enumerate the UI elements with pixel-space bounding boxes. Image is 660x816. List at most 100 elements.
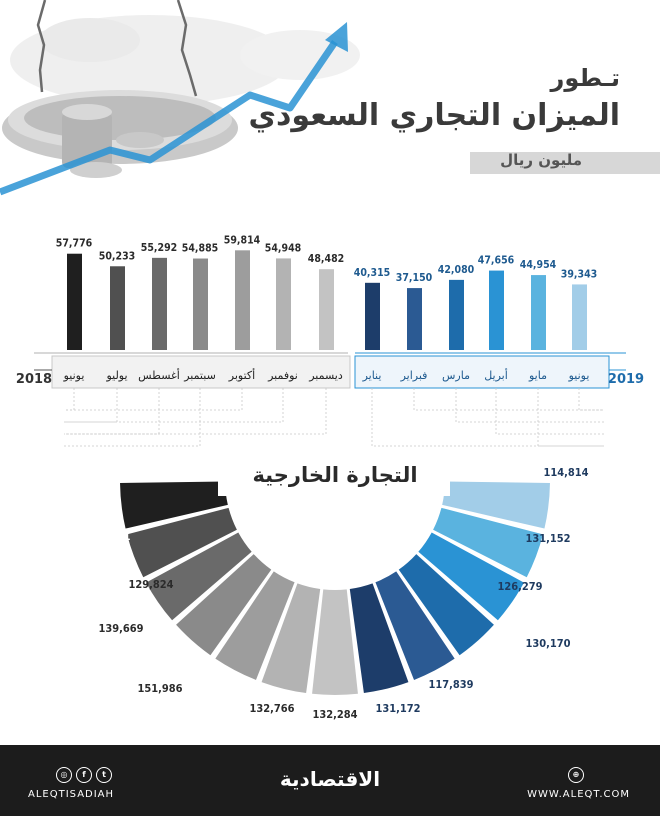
- unit-label: مليون ريال: [500, 151, 582, 169]
- foreign-trade-segment: [375, 571, 455, 680]
- month-label: مايو: [528, 369, 547, 382]
- foreign-trade-segment: [176, 554, 272, 656]
- bar-value-label: 54,948: [265, 242, 301, 254]
- month-label: فبراير: [400, 369, 428, 382]
- trade-balance-chart: 2018 2019 57,776 يونيو 50,233 يوليو 55,292 أغسط…: [16, 234, 644, 721]
- bar-value-label: 55,292: [141, 242, 177, 254]
- connector-line: [371, 388, 604, 447]
- foreign-trade-label: 130,170: [525, 637, 570, 650]
- connector-line: [64, 388, 118, 423]
- bar-value-label: 50,233: [99, 250, 135, 262]
- website-icon: ⊕: [568, 767, 584, 783]
- year-label-2019: 2019: [608, 372, 644, 387]
- month-label: مارس: [442, 369, 470, 382]
- bar-value-label: 37,150: [396, 272, 433, 284]
- bar-value-label: 47,656: [478, 255, 515, 267]
- twitter-icon[interactable]: t: [96, 767, 112, 783]
- connector-line: [64, 388, 75, 411]
- bar-2018-1: [110, 266, 125, 350]
- bar-2018-2: [152, 257, 167, 350]
- bar-2019-9: [449, 279, 464, 350]
- foreign-trade-label: 129,824: [128, 578, 173, 591]
- facebook-icon[interactable]: f: [76, 767, 92, 783]
- foreign-trade-segment: [433, 507, 544, 578]
- foreign-trade-label: 132,766: [249, 702, 294, 715]
- foreign-trade-label: 131,152: [525, 532, 570, 545]
- footer: ◎ f t ALEQTISADIAH الاقتصادية ⊕ WWW.ALEQ…: [0, 745, 660, 816]
- month-label: أكتوبر: [228, 368, 255, 382]
- footer-logo[interactable]: الاقتصادية: [279, 767, 381, 791]
- connector-line: [64, 388, 160, 435]
- foreign-trade-segment: [349, 583, 409, 694]
- connector-line: [495, 388, 604, 435]
- bar-value-label: 57,776: [56, 238, 93, 250]
- center-label: التجارة الخارجية: [252, 463, 417, 487]
- connector-line: [537, 388, 604, 447]
- bar-value-label: 44,954: [520, 259, 557, 271]
- bar-2018-0: [67, 253, 82, 350]
- foreign-trade-label: 131,172: [375, 702, 420, 715]
- bar-2018-5: [276, 258, 291, 350]
- foreign-trade-label: 151,986: [137, 682, 182, 695]
- bar-value-label: 48,482: [308, 253, 344, 265]
- month-label: يونيو: [568, 369, 590, 382]
- footer-website[interactable]: WWW.ALEQT.COM: [527, 789, 630, 800]
- foreign-trade-label: 146,961: [85, 530, 130, 543]
- footer-handle[interactable]: ALEQTISADIAH: [28, 789, 115, 800]
- foreign-trade-segment: [398, 554, 494, 656]
- month-label: نوفمبر: [267, 369, 298, 382]
- foreign-trade-label: 126,279: [497, 580, 542, 593]
- bar-2019-8: [407, 288, 422, 350]
- page-title: الميزان التجاري السعودي: [248, 98, 621, 133]
- foreign-trade-segment: [126, 507, 237, 578]
- connector-line: [64, 388, 284, 423]
- bar-value-label: 40,315: [354, 267, 390, 279]
- scale-chains-icon: [36, 0, 198, 97]
- bar-2018-4: [235, 250, 250, 350]
- foreign-trade-segment: [418, 532, 524, 621]
- foreign-trade-segment: [312, 589, 358, 695]
- foreign-trade-segment: [120, 481, 228, 529]
- instagram-icon[interactable]: ◎: [56, 767, 72, 783]
- foreign-trade-label: 114,814: [543, 466, 588, 479]
- connector-line: [413, 388, 604, 411]
- foreign-trade-label: 117,839: [428, 678, 473, 691]
- foreign-trade-segment: [146, 532, 252, 621]
- arrow-head-icon: [325, 22, 348, 52]
- bar-2019-7: [365, 282, 380, 350]
- bar-value-label: 54,885: [182, 243, 218, 255]
- rising-arrow-icon: [0, 40, 338, 196]
- unit-band: [470, 152, 660, 174]
- months-band-2019: [354, 355, 610, 389]
- title-line-1: تـطور: [550, 64, 620, 92]
- connector-line: [455, 388, 604, 423]
- bar-2019-10: [489, 270, 504, 350]
- month-label: يناير: [362, 369, 382, 382]
- year-label-2018: 2018: [16, 372, 52, 387]
- foreign-trade-label: 132,312: [90, 466, 135, 479]
- foreign-trade-segment: [442, 481, 550, 529]
- month-label: أبريل: [484, 368, 508, 382]
- connector-line: [64, 388, 243, 411]
- connector-line: [578, 388, 604, 411]
- foreign-trade-segment: [215, 571, 295, 680]
- bar-value-label: 39,343: [561, 268, 597, 280]
- month-label: يوليو: [105, 369, 127, 382]
- bar-2018-6: [319, 269, 334, 350]
- month-label: أغسطس: [138, 368, 180, 382]
- bar-value-label: 42,080: [438, 264, 475, 276]
- connector-line: [64, 388, 327, 435]
- month-label: يونيو: [63, 369, 85, 382]
- connector-line: [64, 388, 201, 447]
- bar-2018-3: [193, 258, 208, 350]
- bar-2019-11: [531, 275, 546, 350]
- months-band-2018: [51, 355, 351, 389]
- foreign-trade-label: 139,669: [98, 622, 143, 635]
- month-label: ديسمبر: [308, 369, 343, 382]
- center-label-box: [218, 452, 450, 496]
- month-label: سبتمبر: [183, 369, 216, 382]
- foreign-trade-label: 132,284: [312, 708, 357, 721]
- foreign-trade-segment: [261, 583, 321, 694]
- hero-illustration: [0, 0, 360, 196]
- bar-2019-12: [572, 284, 587, 350]
